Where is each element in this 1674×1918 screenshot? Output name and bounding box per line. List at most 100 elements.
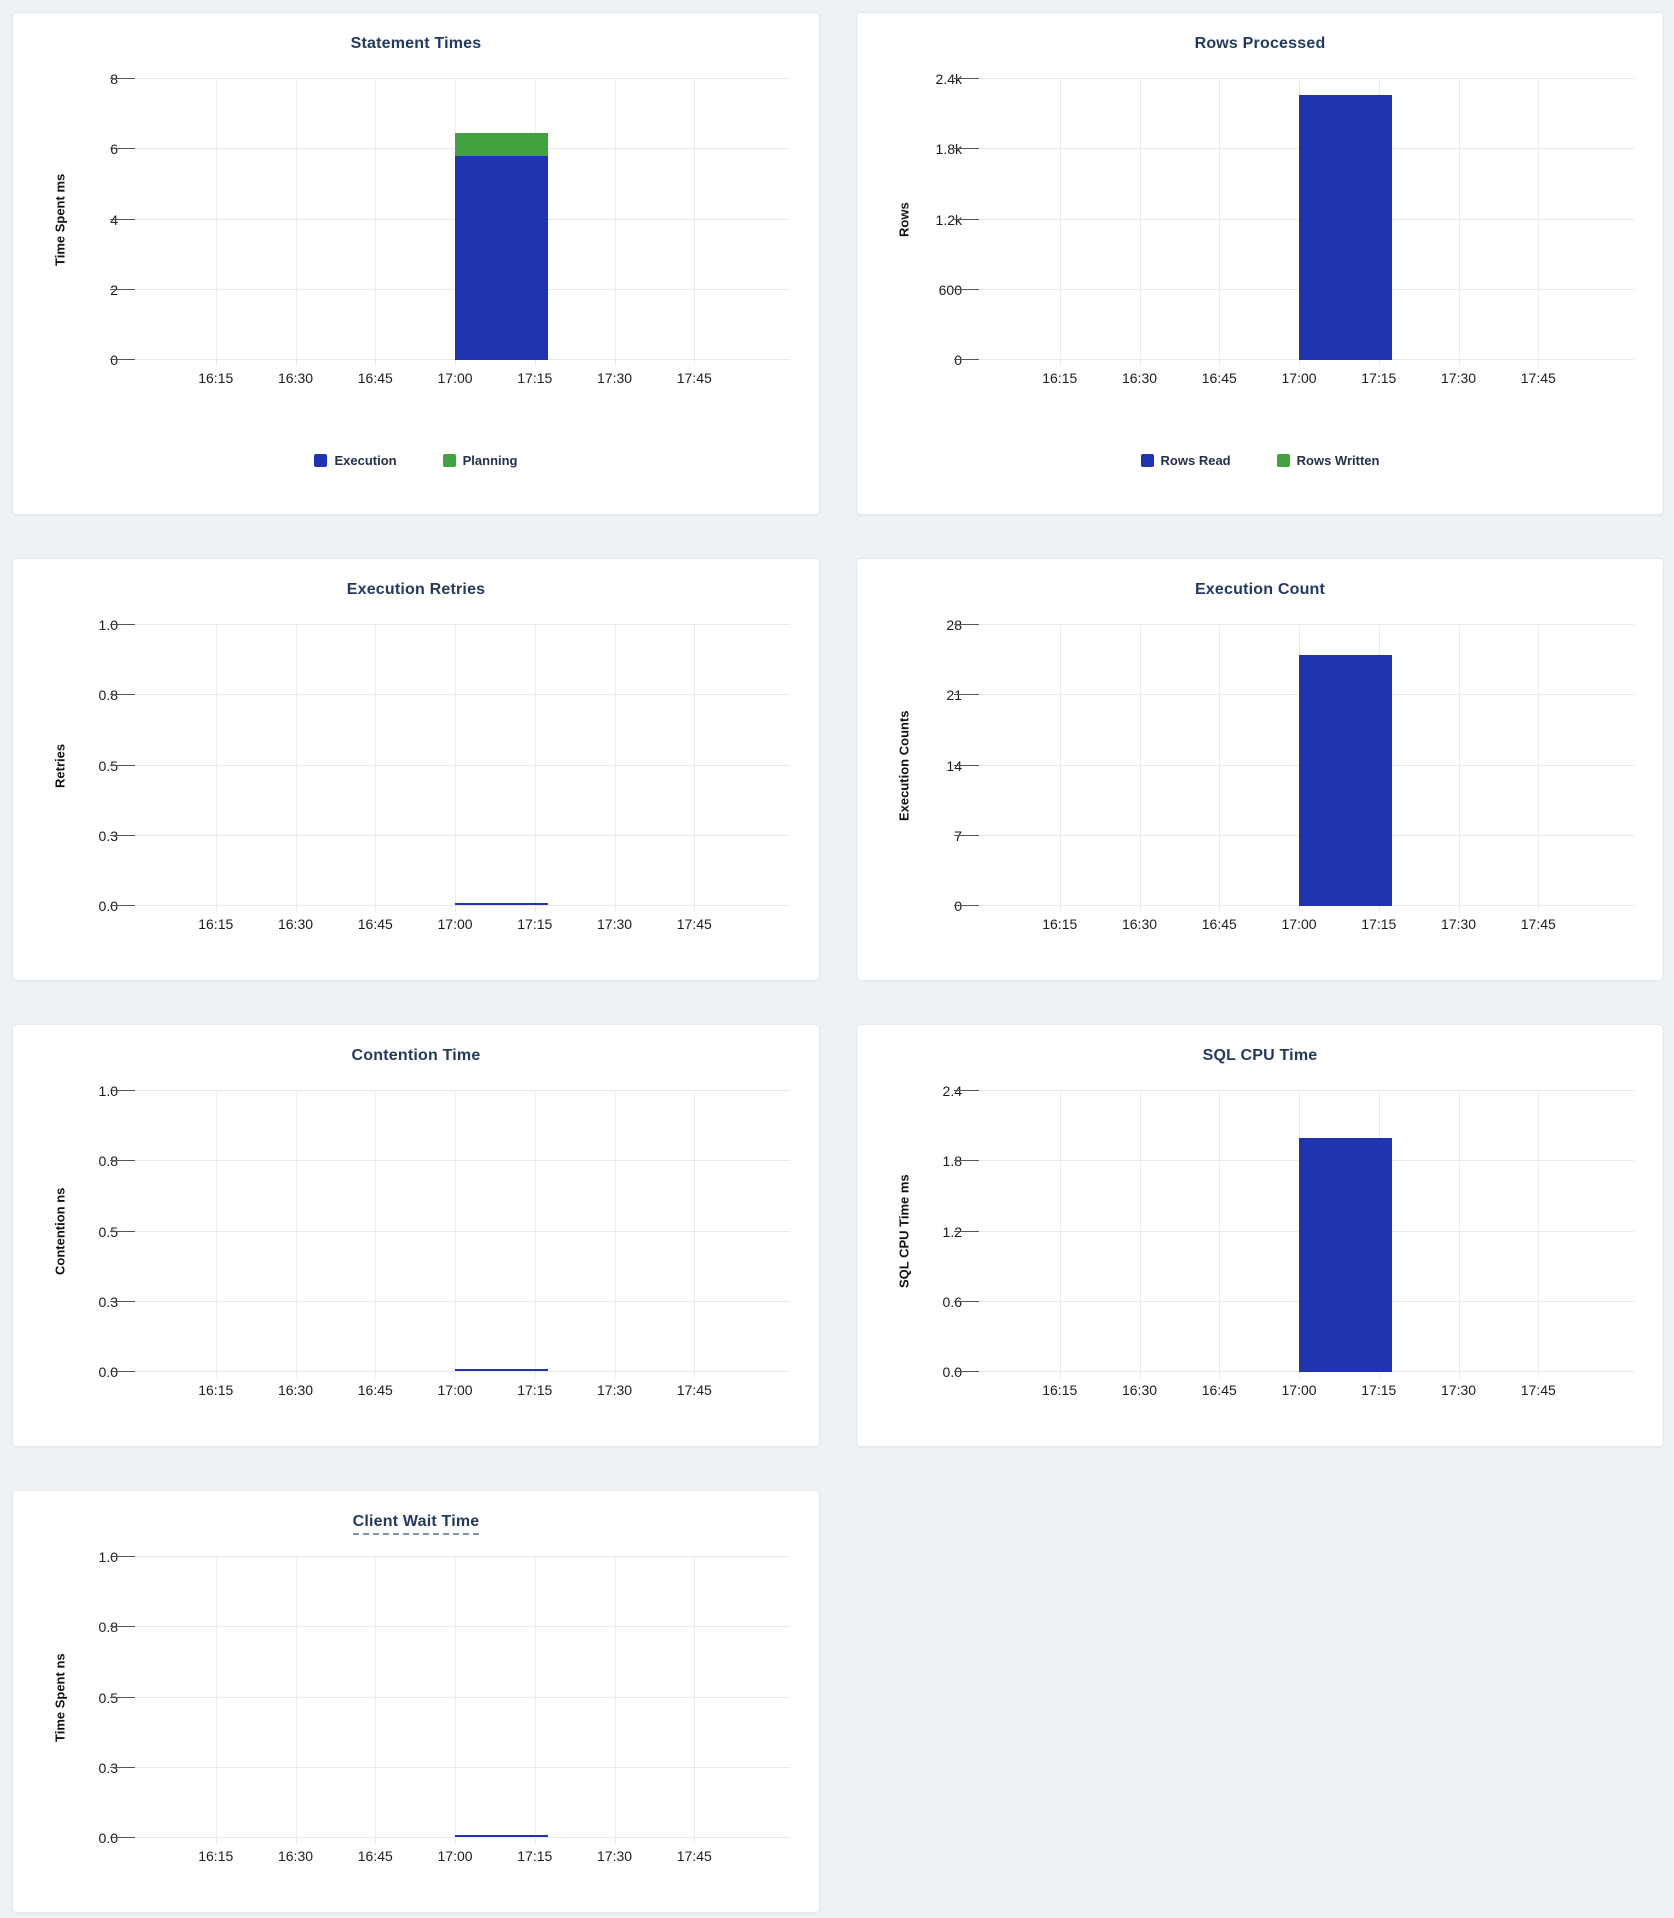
x-gridline <box>295 79 297 366</box>
x-tick-label: 16:30 <box>277 1382 314 1398</box>
series-line-contention[interactable] <box>455 1369 549 1371</box>
y-axis: 0.0 0.3 0.5 0.8 1.0 <box>13 617 118 914</box>
plot-area[interactable] <box>954 1090 1634 1378</box>
x-tick-label: 16:15 <box>198 1382 234 1398</box>
bar-planning[interactable] <box>455 133 549 157</box>
y-tick-label: 1.0 <box>98 1083 118 1099</box>
y-tick-label: 0.3 <box>98 1293 118 1310</box>
x-gridline <box>694 1557 696 1844</box>
chart-execution-retries: 0.0 0.3 0.5 0.8 1.0 16:15 16:30 16:45 17:00 17:15… <box>13 559 819 980</box>
y-gridline <box>136 1837 790 1838</box>
y-tick-mark <box>954 834 979 836</box>
y-tick-mark <box>954 78 979 79</box>
y-tick-mark <box>954 288 979 290</box>
chart-title-client-wait-time-tooltip[interactable]: Client Wait Time <box>13 1513 819 1535</box>
chart-title-text: Rows Processed <box>1194 35 1326 52</box>
x-gridline <box>215 79 217 366</box>
y-tick-mark <box>954 1300 979 1302</box>
x-gridline <box>455 1557 457 1844</box>
plot-area[interactable] <box>110 1556 790 1844</box>
x-tick-label: 17:45 <box>676 1848 712 1864</box>
y-tick-mark <box>110 1230 135 1232</box>
y-tick-mark <box>954 1090 979 1091</box>
x-tick-label: 17:00 <box>437 1382 473 1398</box>
x-tick-label: 16:30 <box>277 916 314 932</box>
legend-item-rows-written[interactable]: Rows Written <box>1276 453 1379 468</box>
y-tick-label: 0 <box>954 352 962 368</box>
x-gridline <box>1139 625 1141 912</box>
legend-swatch-rows-read <box>1140 454 1154 467</box>
y-gridline <box>136 624 790 625</box>
x-tick-label: 16:15 <box>1042 370 1078 386</box>
chart-card-execution-retries: Execution Retries 0.0 0.3 0.5 0.8 1.0 16:15 16… <box>12 558 820 981</box>
bar-rows-read[interactable] <box>1299 95 1393 360</box>
x-gridline <box>1538 625 1540 912</box>
chart-title-sql-cpu-time: SQL CPU Time <box>857 1047 1663 1065</box>
y-tick-label: 21 <box>946 687 962 704</box>
y-tick-label: 2 <box>110 281 118 298</box>
x-gridline <box>375 1557 377 1844</box>
x-tick-label: 17:15 <box>1361 916 1397 932</box>
chart-sql-cpu-time: 0.0 0.6 1.2 1.8 2.4 16:15 16:30 16:45 17:00 17:15… <box>857 1025 1663 1446</box>
x-tick-label: 16:30 <box>277 370 314 386</box>
y-tick-label: 1.8 <box>942 1153 962 1170</box>
series-line-retries[interactable] <box>455 903 549 905</box>
x-gridline <box>614 1557 616 1844</box>
y-tick-label: 8 <box>110 71 118 87</box>
x-gridline <box>1059 625 1061 912</box>
y-gridline <box>136 834 790 836</box>
chart-title-text: Contention Time <box>351 1047 481 1064</box>
plot-area[interactable] <box>110 1090 790 1378</box>
x-tick-label: 17:00 <box>437 370 473 386</box>
x-gridline <box>694 79 696 366</box>
bar-execution[interactable] <box>455 156 549 360</box>
x-gridline <box>215 1091 217 1378</box>
x-axis: 16:15 16:30 16:45 17:00 17:15 17:30 17:45 <box>136 916 790 934</box>
y-tick-mark <box>110 1160 135 1162</box>
y-tick-mark <box>954 148 979 150</box>
bar-sql-cpu-time[interactable] <box>1299 1137 1393 1372</box>
y-tick-mark <box>110 1556 135 1557</box>
y-tick-label: 0.0 <box>942 1364 962 1380</box>
x-tick-label: 16:45 <box>1201 916 1237 932</box>
y-tick-label: 28 <box>946 617 962 633</box>
x-tick-label: 17:15 <box>1361 370 1397 386</box>
series-line-client-wait[interactable] <box>455 1835 549 1837</box>
y-axis-title: SQL CPU Time ms <box>896 1174 912 1289</box>
y-tick-label: 600 <box>938 281 962 298</box>
x-gridline <box>614 1091 616 1378</box>
x-tick-label: 16:30 <box>1121 370 1158 386</box>
chart-title-text: Execution Count <box>1194 581 1326 598</box>
legend-item-planning[interactable]: Planning <box>442 453 518 468</box>
y-tick-mark <box>110 1766 135 1768</box>
x-tick-label: 16:15 <box>1042 1382 1078 1398</box>
chart-card-client-wait-time: Client Wait Time 0.0 0.3 0.5 0.8 1.0 16:15 16:… <box>12 1490 820 1913</box>
plot-area[interactable] <box>110 624 790 912</box>
chart-execution-count: 0 7 14 21 28 16:15 16:30 16:45 17:00 17:15 17:30 17… <box>857 559 1663 980</box>
y-tick-mark <box>110 288 135 290</box>
plot-area[interactable] <box>954 624 1634 912</box>
x-tick-label: 16:30 <box>277 1848 314 1864</box>
plot-area[interactable] <box>110 78 790 366</box>
y-tick-mark <box>110 78 135 79</box>
y-tick-label: 0.3 <box>98 827 118 844</box>
legend-item-execution[interactable]: Execution <box>314 453 397 468</box>
x-gridline <box>1538 1091 1540 1378</box>
y-tick-mark <box>110 218 135 220</box>
chart-title-execution-count: Execution Count <box>857 581 1663 599</box>
chart-contention-time: 0.0 0.3 0.5 0.8 1.0 16:15 16:30 16:45 17:00 17:15… <box>13 1025 819 1446</box>
plot-area[interactable] <box>954 78 1634 366</box>
x-tick-label: 17:45 <box>676 1382 712 1398</box>
legend-item-rows-read[interactable]: Rows Read <box>1140 453 1231 468</box>
y-gridline <box>136 1300 790 1302</box>
x-gridline <box>375 1091 377 1378</box>
y-tick-label: 0.6 <box>942 1293 962 1310</box>
x-tick-label: 16:15 <box>198 370 234 386</box>
x-gridline <box>694 1091 696 1378</box>
y-gridline <box>136 905 790 906</box>
y-axis: 0.0 0.3 0.5 0.8 1.0 <box>13 1549 118 1846</box>
legend-swatch-execution <box>314 454 328 467</box>
bar-execution-count[interactable] <box>1299 655 1393 906</box>
y-tick-mark <box>110 764 135 766</box>
